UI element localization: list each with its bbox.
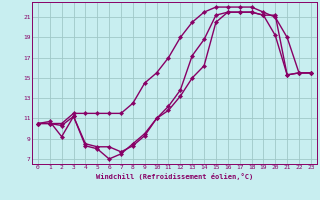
X-axis label: Windchill (Refroidissement éolien,°C): Windchill (Refroidissement éolien,°C) <box>96 173 253 180</box>
